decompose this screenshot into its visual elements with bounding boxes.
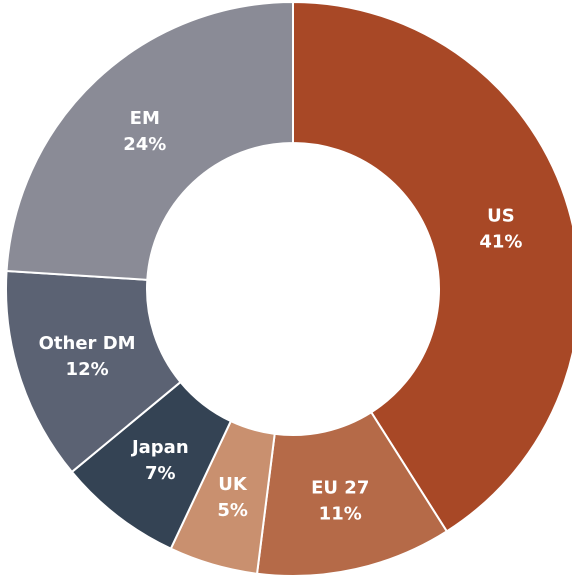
- donut-segment: [5, 269, 182, 474]
- segment-value: 12%: [66, 359, 109, 380]
- segment-label: Other DM: [39, 333, 136, 354]
- segment-label: EM: [130, 108, 160, 129]
- segment-value: 24%: [123, 134, 166, 155]
- segment-label: UK: [218, 474, 248, 495]
- segment-label: Japan: [130, 437, 189, 458]
- segment-value: 5%: [217, 500, 248, 521]
- segment-label: US: [487, 206, 515, 227]
- segment-value: 11%: [319, 503, 362, 524]
- donut-segment: [5, 0, 294, 281]
- segment-label: EU 27: [311, 477, 369, 498]
- segment-value: 7%: [145, 463, 176, 484]
- donut-segment: [292, 0, 572, 533]
- segment-value: 41%: [479, 232, 522, 253]
